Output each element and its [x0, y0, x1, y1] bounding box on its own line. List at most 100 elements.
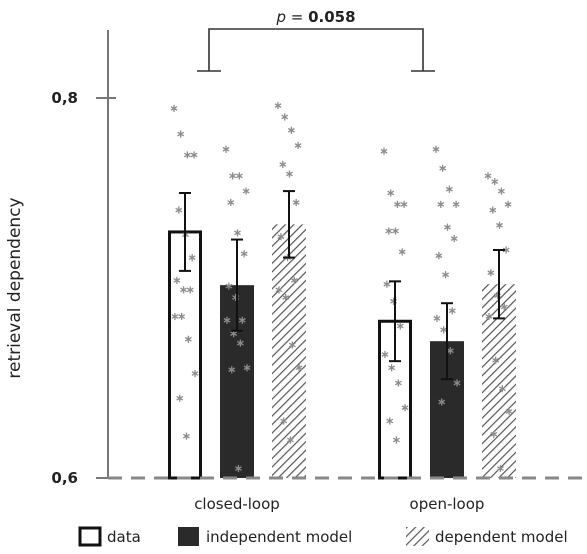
point-data-open-loop-3: [400, 200, 408, 208]
point-independent-model-closed-loop-12: [236, 339, 244, 347]
point-dependent-model-closed-loop-3: [294, 141, 302, 150]
legend-label-dependent-model: dependent model: [435, 528, 568, 546]
point-dependent-model-closed-loop-1: [281, 113, 289, 121]
point-independent-model-closed-loop-5: [234, 229, 241, 237]
point-data-open-loop-14: [386, 417, 394, 425]
point-data-open-loop-12: [394, 379, 402, 387]
point-data-closed-loop-15: [182, 432, 190, 440]
point-dependent-model-closed-loop-13: [295, 364, 303, 372]
significance-label: p = 0.058: [275, 8, 355, 26]
point-independent-model-closed-loop-1: [229, 172, 237, 180]
point-dependent-model-open-loop-11: [492, 356, 500, 364]
point-data-closed-loop-0: [170, 104, 178, 113]
point-independent-model-open-loop-3: [452, 200, 460, 208]
significance-equals: =: [286, 8, 308, 26]
point-data-closed-loop-6: [188, 254, 196, 262]
point-data-closed-loop-10: [171, 312, 179, 321]
point-independent-model-open-loop-4: [437, 200, 445, 208]
point-dependent-model-closed-loop-6: [292, 198, 300, 207]
y-tick-label-0: 0,6: [51, 469, 78, 487]
point-independent-model-open-loop-8: [442, 271, 450, 279]
point-dependent-model-closed-loop-15: [286, 436, 294, 444]
point-dependent-model-closed-loop-4: [279, 160, 287, 169]
point-data-closed-loop-9: [186, 286, 194, 294]
point-independent-model-open-loop-11: [440, 326, 448, 334]
point-data-closed-loop-2: [183, 151, 191, 159]
point-independent-model-closed-loop-6: [240, 250, 248, 258]
point-dependent-model-open-loop-5: [496, 221, 503, 229]
y-tick-label-1: 0,8: [51, 89, 78, 107]
point-dependent-model-open-loop-7: [487, 269, 495, 277]
point-dependent-model-closed-loop-7: [277, 233, 285, 241]
point-data-closed-loop-14: [176, 394, 184, 402]
point-independent-model-open-loop-12: [446, 347, 454, 355]
legend-label-independent-model: independent model: [206, 528, 352, 546]
bars-group: [168, 224, 516, 480]
error-bar-independent-model-open-loop: [441, 302, 453, 381]
error-bar-dependent-model-closed-loop: [283, 190, 295, 259]
point-data-open-loop-6: [398, 248, 406, 256]
point-dependent-model-closed-loop-0: [274, 102, 282, 110]
point-dependent-model-closed-loop-5: [286, 170, 293, 178]
point-independent-model-open-loop-13: [453, 379, 461, 387]
point-independent-model-open-loop-1: [439, 164, 447, 172]
significance-value: 0.058: [308, 8, 355, 26]
point-dependent-model-open-loop-0: [484, 172, 492, 180]
point-data-open-loop-15: [392, 436, 400, 444]
error-bar-data-closed-loop: [179, 192, 191, 272]
point-dependent-model-open-loop-2: [497, 187, 505, 195]
point-dependent-model-open-loop-10: [485, 312, 493, 321]
point-data-closed-loop-12: [184, 335, 192, 343]
legend-swatch-data: [78, 526, 102, 547]
point-data-closed-loop-4: [175, 206, 183, 214]
y-axis-title: retrieval dependency: [5, 197, 25, 378]
point-independent-model-closed-loop-10: [223, 316, 231, 324]
point-data-closed-loop-1: [177, 130, 185, 138]
point-data-open-loop-10: [381, 350, 389, 359]
point-independent-model-open-loop-10: [433, 314, 441, 322]
point-dependent-model-open-loop-13: [505, 407, 513, 416]
point-data-closed-loop-13: [191, 369, 199, 378]
point-dependent-model-closed-loop-10: [275, 286, 283, 294]
point-data-open-loop-1: [387, 189, 395, 197]
point-data-open-loop-7: [383, 280, 391, 288]
point-independent-model-closed-loop-0: [222, 145, 230, 153]
point-dependent-model-closed-loop-14: [280, 417, 288, 425]
significance-p: p: [275, 8, 286, 26]
legend: data independent model dependent model: [78, 526, 568, 547]
point-independent-model-closed-loop-9: [238, 316, 246, 324]
point-independent-model-open-loop-9: [448, 307, 456, 315]
point-data-closed-loop-8: [180, 286, 188, 294]
point-data-open-loop-0: [380, 147, 388, 155]
point-dependent-model-open-loop-1: [491, 178, 499, 186]
point-dependent-model-open-loop-15: [496, 464, 504, 473]
significance-bracket-line: [208, 28, 424, 71]
point-dependent-model-open-loop-6: [502, 246, 510, 254]
error-bar-data-open-loop: [389, 280, 401, 363]
category-label-open-loop: open-loop: [410, 495, 485, 513]
error-bar-dependent-model-open-loop: [493, 249, 505, 320]
point-dependent-model-open-loop-4: [489, 206, 497, 214]
point-data-open-loop-11: [388, 364, 396, 372]
error-bar-independent-model-closed-loop: [231, 238, 243, 332]
legend-label-data: data: [107, 528, 141, 546]
point-dependent-model-open-loop-14: [490, 430, 498, 438]
point-data-open-loop-5: [392, 227, 399, 235]
point-independent-model-open-loop-2: [445, 185, 453, 193]
data-points-group: [170, 102, 513, 473]
legend-swatch-dependent-model: [406, 527, 429, 546]
point-dependent-model-closed-loop-2: [287, 126, 295, 134]
point-data-closed-loop-3: [190, 151, 198, 159]
point-data-open-loop-4: [385, 227, 393, 235]
point-independent-model-closed-loop-14: [228, 366, 236, 374]
point-independent-model-open-loop-6: [450, 235, 458, 243]
category-label-closed-loop: closed-loop: [194, 495, 280, 513]
bar-dependent-model-closed-loop: [272, 224, 306, 478]
point-data-open-loop-13: [401, 404, 409, 412]
point-dependent-model-open-loop-12: [498, 385, 506, 393]
error-bars-group: [179, 190, 505, 381]
legend-swatch-independent-model: [178, 527, 199, 546]
point-independent-model-open-loop-14: [438, 398, 446, 406]
point-independent-model-closed-loop-7: [225, 282, 233, 290]
